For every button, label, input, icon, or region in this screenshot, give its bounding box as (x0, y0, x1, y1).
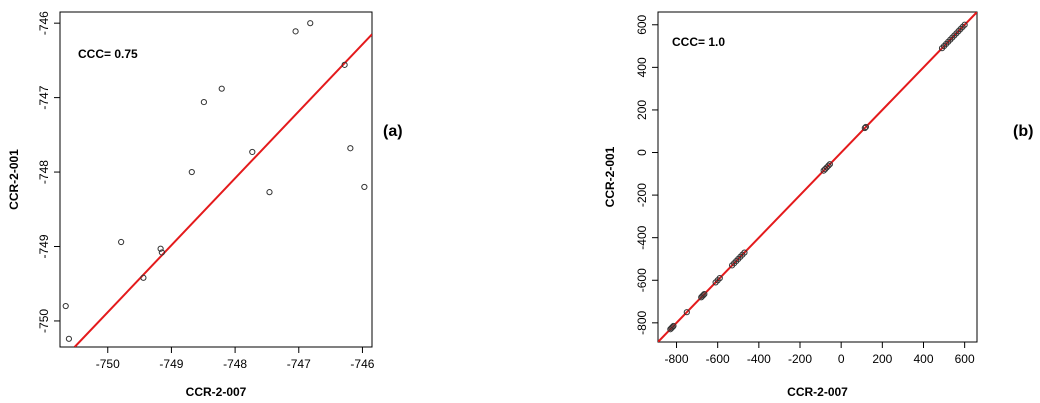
scatter-plot-b: -800 -600 -400 -200 0 200 400 600 -800 -600 -400 -2… (603, 11, 978, 399)
x-tick-label: -749 (159, 357, 183, 371)
y-tick-label: 0 (635, 149, 649, 156)
data-point (65, 335, 73, 342)
y-tick-label: 600 (635, 14, 649, 34)
y-tick-label: -746 (37, 11, 51, 35)
data-point (158, 249, 165, 256)
y-tick-label: -750 (37, 309, 51, 333)
plot-frame (657, 11, 978, 343)
data-point (683, 309, 690, 316)
y-tick-label: -400 (635, 225, 649, 249)
x-tick-label: -747 (287, 357, 311, 371)
y-tick-label: -747 (37, 85, 51, 109)
data-point (266, 189, 273, 196)
data-point (861, 124, 868, 132)
plot-frame (59, 11, 373, 348)
x-tick-label: -746 (350, 357, 374, 371)
data-point (218, 85, 225, 92)
data-point (118, 238, 125, 246)
data-point (822, 166, 829, 173)
data-point (862, 123, 869, 131)
data-point (200, 98, 208, 106)
panel-label-b: (b) (1013, 123, 1034, 140)
data-point (823, 164, 830, 171)
x-tick-label: -800 (665, 352, 689, 366)
x-tick-label: -200 (788, 352, 812, 366)
y-tick-label: -748 (37, 160, 51, 184)
y-tick-label: -749 (37, 234, 51, 258)
data-point (820, 167, 827, 174)
data-point (826, 161, 833, 168)
data-point (249, 148, 256, 156)
data-point (825, 162, 832, 169)
data-point (670, 322, 677, 330)
y-tick-label: 200 (635, 100, 649, 120)
x-axis-label: CCR-2-007 (787, 385, 848, 399)
data-point (62, 302, 69, 310)
data-point (307, 20, 314, 27)
y-tick-label: -600 (635, 268, 649, 292)
data-point (700, 292, 707, 299)
y-tick-label: 400 (635, 57, 649, 77)
data-point (361, 183, 368, 191)
data-point (347, 145, 354, 152)
data-point (716, 275, 723, 282)
y-tick-label: -200 (635, 183, 649, 207)
x-tick-label: -600 (706, 352, 730, 366)
fit-line (73, 33, 372, 347)
x-tick-label: -400 (747, 352, 771, 366)
ccc-annotation: CCC= 0.75 (78, 47, 138, 61)
x-tick-label: 0 (838, 352, 845, 366)
data-point (157, 245, 164, 252)
data-point (292, 28, 299, 35)
data-point (669, 323, 676, 331)
x-tick-label: -750 (96, 357, 120, 371)
data-point (741, 249, 748, 256)
ccc-annotation: CCC= 1.0 (672, 35, 725, 49)
x-tick-label: -748 (223, 357, 247, 371)
y-tick-label: -800 (635, 311, 649, 335)
data-point (188, 168, 195, 176)
x-tick-label: 200 (872, 352, 892, 366)
fit-line (658, 12, 977, 342)
data-point (701, 290, 708, 298)
x-axis-label: CCR-2-007 (186, 385, 247, 399)
data-point (961, 21, 968, 28)
y-axis-label: CCR-2-001 (7, 149, 21, 210)
x-tick-label: 400 (913, 352, 933, 366)
data-point (341, 61, 348, 68)
y-axis-label: CCR-2-001 (603, 146, 617, 207)
data-point (140, 274, 147, 281)
panel-label-a: (a) (383, 123, 403, 140)
scatter-plot-a: -750 -749 -748 -747 -746 -750 -749 -748 -747 -746… (7, 11, 375, 399)
x-tick-label: 600 (955, 352, 975, 366)
